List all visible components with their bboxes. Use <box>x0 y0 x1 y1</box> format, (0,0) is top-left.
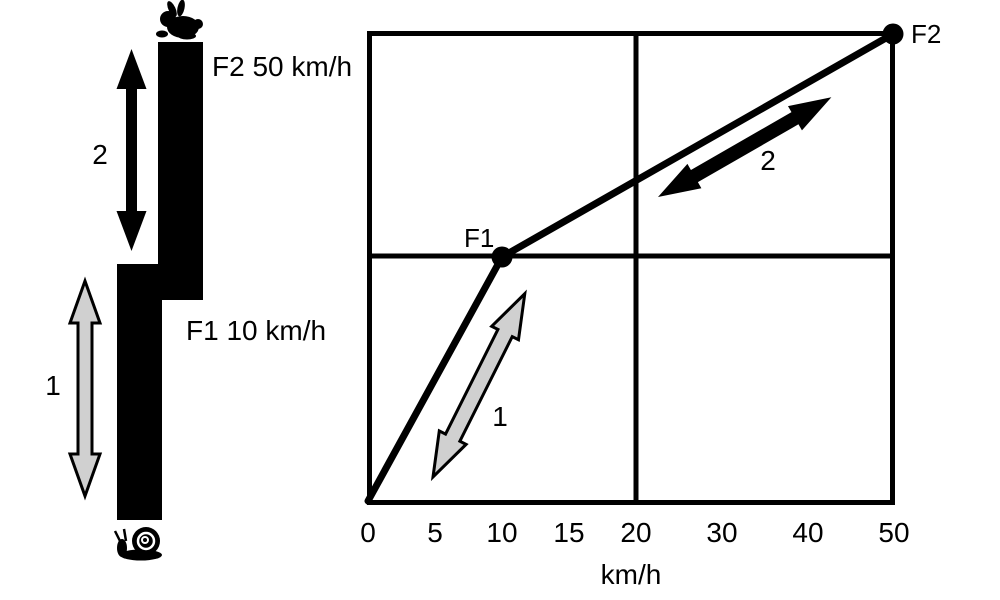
speed-chart <box>364 23 904 505</box>
lever-f2-speed-label: F2 50 km/h <box>212 51 353 82</box>
x-tick-0: 0 <box>360 517 376 548</box>
chart-range1-arrow <box>430 289 527 482</box>
x-tick-20: 20 <box>620 517 652 548</box>
x-tick-40: 40 <box>792 517 824 548</box>
chart-range1-number: 1 <box>492 401 508 432</box>
chart-point-f1-label: F1 <box>464 223 495 253</box>
shift-gate <box>117 42 203 520</box>
x-tick-5: 5 <box>427 517 443 548</box>
x-tick-15: 15 <box>553 517 585 548</box>
x-tick-50: 50 <box>878 517 910 548</box>
chart-border <box>367 31 895 505</box>
point-f1 <box>491 246 513 268</box>
chart-range2-number: 2 <box>760 145 776 176</box>
x-axis-unit-label: km/h <box>600 559 662 590</box>
gate-bar-f1 <box>117 264 162 520</box>
point-f2 <box>882 23 904 45</box>
x-tick-10: 10 <box>486 517 518 548</box>
gate-bar-f2 <box>158 42 203 300</box>
lever-range1-arrow <box>67 276 103 501</box>
lever-range1-number: 1 <box>45 370 61 401</box>
lever-range2-arrow <box>116 49 147 251</box>
lever-f1-speed-label: F1 10 km/h <box>186 315 327 346</box>
lever-range2-number: 2 <box>92 139 108 170</box>
rabbit-icon <box>156 0 203 40</box>
chart-range2-arrow <box>658 97 832 197</box>
chart-point-f2-label: F2 <box>911 19 942 49</box>
x-tick-30: 30 <box>706 517 738 548</box>
snail-icon <box>113 527 162 561</box>
